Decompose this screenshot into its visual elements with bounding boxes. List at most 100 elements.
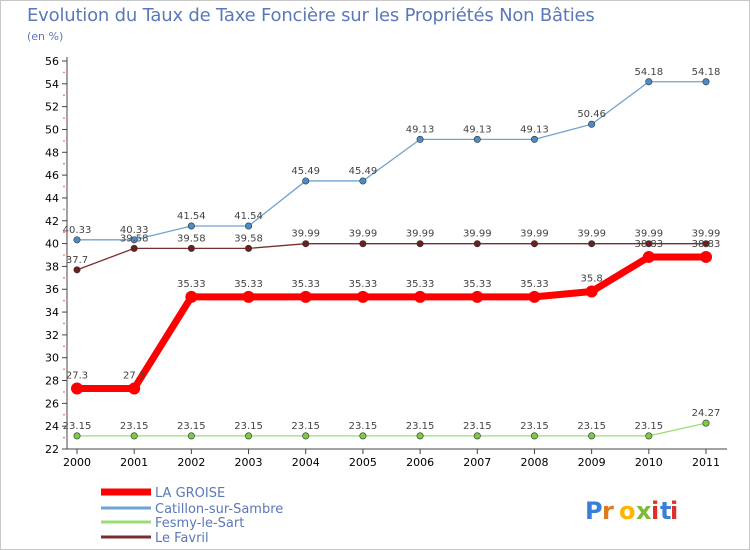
y-minor-tick bbox=[63, 345, 65, 348]
data-point bbox=[73, 266, 81, 274]
data-point bbox=[702, 240, 710, 248]
y-minor-tick bbox=[63, 71, 65, 74]
data-point bbox=[645, 432, 653, 440]
data-point bbox=[359, 240, 367, 248]
data-label: 40.33 bbox=[63, 225, 92, 236]
data-label: 45.49 bbox=[349, 166, 378, 177]
y-minor-tick bbox=[63, 140, 65, 142]
data-point bbox=[473, 432, 481, 440]
logo-letter: t bbox=[660, 497, 671, 525]
data-label: 39.99 bbox=[349, 229, 378, 240]
data-point bbox=[645, 240, 653, 248]
data-point bbox=[185, 290, 198, 303]
y-minor-tick bbox=[63, 208, 65, 211]
data-point bbox=[471, 290, 484, 303]
x-tick-label: 2002 bbox=[177, 456, 205, 469]
data-point bbox=[416, 432, 424, 440]
data-label: 23.15 bbox=[520, 421, 549, 432]
y-tick-label: 26 bbox=[45, 397, 59, 410]
y-minor-tick bbox=[63, 185, 65, 188]
data-point bbox=[359, 432, 367, 440]
data-point bbox=[187, 222, 195, 230]
y-tick-label: 40 bbox=[45, 238, 59, 251]
logo-letter: o bbox=[619, 497, 636, 525]
series-points bbox=[71, 78, 712, 440]
x-tick-label: 2010 bbox=[635, 456, 663, 469]
data-label: 27.3 bbox=[66, 371, 88, 382]
data-label: 23.15 bbox=[234, 421, 263, 432]
data-label: 38.83 bbox=[634, 239, 663, 250]
data-label: 45.49 bbox=[291, 166, 320, 177]
x-tick-label: 2008 bbox=[520, 456, 548, 469]
chart-title: Evolution du Taux de Taxe Foncière sur l… bbox=[27, 5, 595, 26]
y-minor-tick bbox=[63, 277, 65, 279]
data-point bbox=[642, 250, 655, 263]
y-minor-tick bbox=[63, 322, 65, 325]
y-minor-tick bbox=[63, 368, 65, 370]
data-label: 37.7 bbox=[66, 255, 88, 266]
data-point bbox=[302, 177, 310, 185]
x-tick-label: 2009 bbox=[578, 456, 606, 469]
y-tick-label: 24 bbox=[45, 420, 59, 433]
y-minor-tick bbox=[63, 162, 65, 165]
data-point bbox=[302, 240, 310, 248]
logo-letter: i bbox=[670, 497, 678, 525]
data-point bbox=[302, 432, 310, 440]
y-tick-label: 50 bbox=[45, 123, 59, 136]
series-lines bbox=[76, 81, 707, 437]
x-tick-label: 2000 bbox=[63, 456, 91, 469]
data-label: 35.33 bbox=[234, 279, 263, 290]
legend-label: LA GROISE bbox=[155, 486, 225, 501]
data-label: 23.15 bbox=[577, 421, 606, 432]
data-point bbox=[71, 382, 83, 395]
data-label: 35.8 bbox=[581, 274, 603, 285]
logo-letter: i bbox=[651, 497, 659, 525]
data-label: 35.33 bbox=[406, 279, 435, 290]
data-label: 39.99 bbox=[520, 229, 549, 240]
y-minor-tick bbox=[63, 299, 65, 302]
data-point bbox=[356, 290, 369, 303]
data-label: 39.99 bbox=[577, 229, 606, 240]
data-point bbox=[588, 240, 596, 248]
data-label: 23.15 bbox=[406, 421, 435, 432]
legend: LA GROISECatillon-sur-SambreFesmy-le-Sar… bbox=[101, 486, 283, 546]
y-minor-tick bbox=[63, 94, 65, 97]
data-point bbox=[700, 250, 712, 263]
data-point bbox=[585, 285, 598, 298]
data-point bbox=[530, 240, 538, 248]
chart-subtitle: (en %) bbox=[27, 30, 64, 43]
x-tick-label: 2011 bbox=[692, 456, 720, 469]
data-point bbox=[359, 177, 367, 185]
data-label: 35.33 bbox=[291, 279, 320, 290]
data-point bbox=[588, 120, 596, 128]
series-line-2 bbox=[77, 422, 707, 437]
series-line-3 bbox=[76, 243, 706, 271]
y-tick-label: 56 bbox=[45, 55, 59, 68]
series-line-1 bbox=[77, 81, 706, 241]
x-tick-label: 2005 bbox=[349, 456, 377, 469]
x-tick-label: 2003 bbox=[235, 456, 263, 469]
data-label: 50.46 bbox=[577, 109, 606, 120]
data-label: 39.99 bbox=[692, 229, 721, 240]
x-tick-label: 2001 bbox=[120, 456, 148, 469]
y-tick-label: 28 bbox=[45, 375, 59, 388]
data-point bbox=[130, 244, 138, 252]
data-point bbox=[416, 240, 424, 248]
data-point bbox=[473, 240, 481, 248]
data-label: 39.58 bbox=[120, 233, 149, 244]
y-minor-tick bbox=[63, 436, 65, 439]
data-label: 23.15 bbox=[634, 421, 663, 432]
legend-label: Fesmy-le-Sart bbox=[155, 516, 244, 531]
data-label: 39.58 bbox=[177, 233, 206, 244]
data-point bbox=[702, 419, 710, 427]
y-tick-label: 44 bbox=[45, 192, 59, 205]
data-point bbox=[73, 236, 81, 244]
data-point bbox=[416, 135, 424, 143]
data-point bbox=[128, 382, 141, 395]
logo-letter: x bbox=[636, 497, 652, 525]
data-point bbox=[702, 78, 710, 86]
data-label: 35.33 bbox=[463, 279, 492, 290]
data-label: 23.15 bbox=[177, 421, 206, 432]
y-minor-tick bbox=[63, 231, 65, 233]
